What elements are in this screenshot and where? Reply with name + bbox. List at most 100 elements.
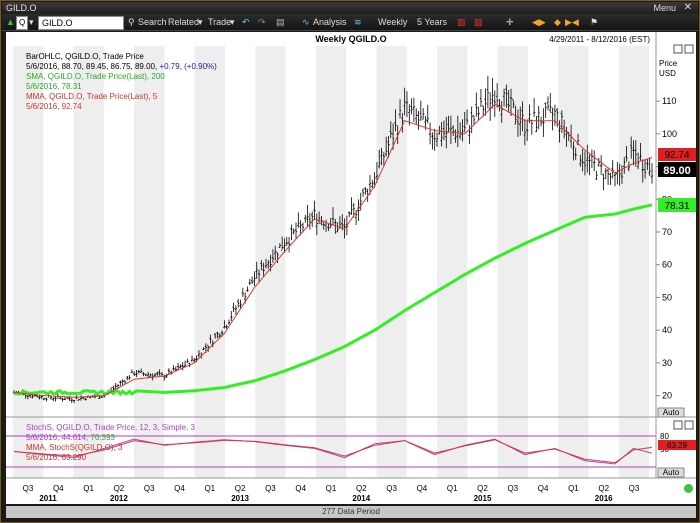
y-tick-label: 100	[662, 129, 677, 139]
up-arrow-icon[interactable]: ▲	[6, 17, 15, 27]
frequency-select[interactable]: Weekly	[378, 17, 408, 27]
quarter-band	[12, 46, 44, 478]
y-tick-label: 20	[662, 391, 672, 401]
x-year-label: 2012	[110, 494, 128, 503]
range-select[interactable]: 5 Years	[417, 17, 448, 27]
panel-minimize-icon[interactable]	[673, 44, 683, 54]
wave-icon[interactable]: ≋	[354, 17, 362, 27]
stoch-mma-line	[13, 439, 653, 464]
legend-line: MMA, QGILD.O, Trade Price(Last), 5	[26, 92, 158, 101]
related-button[interactable]: Related	[168, 17, 200, 27]
chevron-down-icon[interactable]: ▾	[29, 17, 34, 27]
x-quarter-label: Q4	[174, 484, 185, 493]
y-tick-label: 30	[662, 358, 672, 368]
stoch-close-icon[interactable]	[684, 420, 694, 430]
stoch-mma-text: 63.29	[667, 441, 688, 450]
menu-button[interactable]: Menu	[653, 3, 676, 13]
sma-marker-text: 78.31	[664, 201, 689, 212]
mma-marker	[658, 148, 696, 161]
x-year-label: 2016	[595, 494, 613, 503]
x-quarter-label: Q2	[598, 484, 609, 493]
x-quarter-label: Q3	[507, 484, 518, 493]
folder-icon[interactable]: ▤	[276, 17, 285, 27]
x-quarter-label: Q4	[417, 484, 428, 493]
quarter-band	[618, 46, 650, 478]
chevron-down-icon[interactable]: ▾	[230, 17, 235, 27]
title-bar: GILD.O Menu ✕	[2, 2, 698, 14]
x-year-label: 2014	[352, 494, 370, 503]
trade-button[interactable]: Trade	[208, 17, 232, 27]
toolbar: ▲ Q ▾ GILD.O ⚲ Search Related ▾ Trade ▾ …	[2, 14, 698, 31]
undo-icon[interactable]: ↶	[242, 17, 250, 27]
y-tick-label: 110	[662, 96, 676, 106]
x-year-label: 2011	[39, 494, 57, 503]
y-tick-label: 60	[662, 260, 672, 270]
x-quarter-label: Q2	[235, 484, 246, 493]
legend-line: SMA, QGILD.O, Trade Price(Last), 200	[26, 72, 165, 81]
zoom-icon[interactable]: ◆	[554, 17, 561, 27]
x-quarter-label: Q3	[265, 484, 276, 493]
quarter-band	[497, 46, 528, 478]
x-quarter-label: Q4	[53, 484, 64, 493]
sma-200-line	[13, 203, 653, 397]
last-price-marker	[658, 162, 696, 177]
x-quarter-label: Q4	[295, 484, 306, 493]
x-year-label: 2015	[474, 494, 492, 503]
x-quarter-label: Q3	[629, 484, 640, 493]
analysis-icon: ∿	[302, 17, 310, 27]
legend-line: 5/6/2016, 92.74	[26, 102, 82, 111]
line-chart-icon[interactable]: ▨	[474, 17, 483, 27]
legend-line: 5/6/2016, 63.290	[26, 453, 87, 462]
quarter-band	[134, 46, 165, 478]
date-range: 4/29/2011 - 8/12/2016 (EST)	[549, 35, 650, 44]
legend-line: 5/6/2016, 78.31	[26, 82, 82, 91]
y-tick-label: 70	[662, 227, 672, 237]
x-quarter-label: Q1	[568, 484, 579, 493]
chevron-down-icon[interactable]: ▾	[198, 17, 203, 27]
close-icon[interactable]: ✕	[683, 2, 692, 13]
panel-close-icon[interactable]	[684, 44, 694, 54]
stoch-tick-80: 80	[660, 432, 669, 441]
x-quarter-label: Q1	[447, 484, 458, 493]
legend-line: 5/6/2016, 44.614, 70.393	[26, 433, 116, 442]
x-quarter-label: Q3	[144, 484, 155, 493]
quarter-band	[558, 46, 589, 478]
quarter-band	[315, 46, 347, 478]
symbol-prefix: Q	[19, 18, 26, 27]
symbol-type-select[interactable]: Q	[16, 16, 28, 30]
chart-type-icon[interactable]: ▥	[457, 17, 466, 27]
analysis-button[interactable]: Analysis	[313, 17, 347, 27]
x-year-label: 2013	[231, 494, 249, 503]
x-quarter-label: Q1	[204, 484, 215, 493]
flag-icon[interactable]: ⚑	[590, 17, 599, 27]
window-title: GILD.O	[6, 3, 37, 13]
quarter-band	[73, 46, 104, 478]
x-quarter-label: Q1	[326, 484, 337, 493]
legend-line: 5/6/2016, 88.70, 89.45, 86.75, 89.00, +0…	[26, 62, 217, 71]
y-tick-label: 40	[662, 325, 672, 335]
stoch-mma-marker	[658, 440, 696, 450]
search-button[interactable]: Search	[138, 17, 167, 27]
chart-title: Weekly QGILD.O	[315, 34, 386, 44]
chart-area: Weekly QGILD.O 4/29/2011 - 8/12/2016 (ES…	[6, 32, 696, 504]
crosshair-icon[interactable]: ✛	[506, 17, 514, 27]
x-quarter-label: Q1	[83, 484, 94, 493]
legend-line: MMA, StochS(QGILD.O), 3	[26, 443, 123, 452]
scroll-right-icon[interactable]: ▶◀	[565, 17, 579, 27]
price-axis-label: Price	[659, 59, 678, 68]
currency-axis-label: USD	[659, 69, 676, 78]
chart-svg[interactable]: Weekly QGILD.O 4/29/2011 - 8/12/2016 (ES…	[6, 32, 696, 504]
redo-icon[interactable]: ↷	[258, 17, 266, 27]
scroll-left-icon[interactable]: ◀▶	[532, 17, 546, 27]
mma-marker-text: 92.74	[664, 150, 689, 161]
legend-line: StochS, QGILD.O, Trade Price, 12, 3, Sim…	[26, 423, 196, 432]
auto-scale-button[interactable]	[657, 407, 685, 418]
symbol-input[interactable]: GILD.O	[38, 16, 124, 30]
stoch-minimize-icon[interactable]	[673, 420, 683, 430]
search-icon: ⚲	[128, 17, 135, 27]
legend-line: BarOHLC, QGILD.O, Trade Price	[26, 52, 144, 61]
y-tick-label: 50	[662, 292, 672, 302]
stoch-auto-button[interactable]	[657, 467, 685, 478]
x-quarter-label: Q2	[356, 484, 367, 493]
